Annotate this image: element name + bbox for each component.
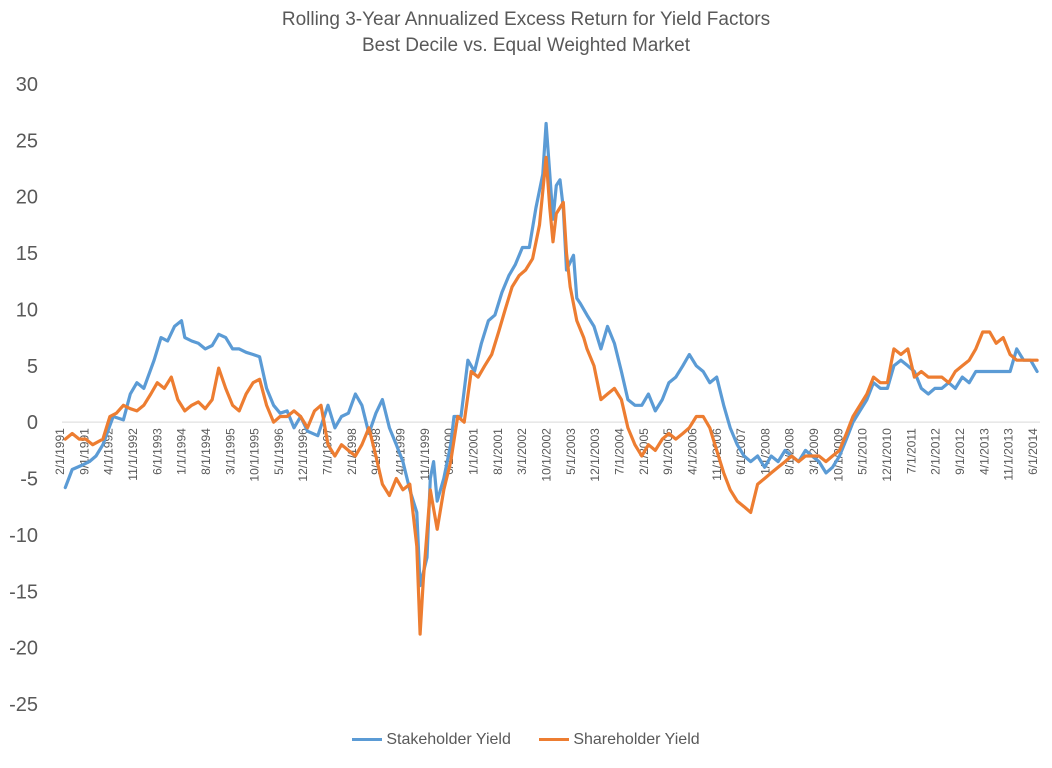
- x-tick-label: 7/1/2004: [612, 428, 626, 475]
- y-tick-label: -15: [9, 581, 38, 603]
- legend-item-stakeholder-yield: Stakeholder Yield: [352, 731, 511, 749]
- chart-title: Rolling 3-Year Annualized Excess Return …: [281, 9, 771, 30]
- legend-label-shareholder: Shareholder Yield: [573, 730, 700, 748]
- x-tick-label: 5/1/1996: [272, 428, 286, 475]
- y-tick-label: -25: [9, 694, 38, 716]
- y-tick-label: 5: [27, 356, 38, 378]
- y-tick-label: -5: [20, 469, 38, 491]
- x-tick-label: 8/1/2008: [783, 428, 797, 475]
- x-tick-label: 3/1/2009: [807, 428, 821, 475]
- x-tick-label: 11/1/2013: [1002, 428, 1016, 481]
- series-line-stakeholder-yield: [63, 121, 1039, 588]
- y-tick-label: 20: [16, 187, 38, 209]
- y-tick-label: 10: [16, 299, 38, 321]
- x-tick-label: 8/1/1994: [199, 428, 213, 475]
- x-tick-label: 10/1/2002: [540, 428, 554, 482]
- y-tick-label: 30: [16, 74, 38, 96]
- x-tick-label: 7/1/2011: [904, 428, 918, 474]
- x-tick-label: 12/1/1996: [296, 428, 310, 482]
- x-tick-label: 3/1/2002: [515, 428, 529, 475]
- x-tick-label: 1/1/2001: [467, 428, 481, 475]
- series-line-shareholder-yield: [63, 155, 1039, 636]
- x-tick-label: 11/1/1992: [126, 428, 140, 481]
- x-tick-label: 11/1/1999: [418, 428, 432, 481]
- x-tick-label: 6/1/2014: [1026, 428, 1040, 475]
- x-tick-label: 2/1/2012: [929, 428, 943, 475]
- legend-swatch-stakeholder: [352, 738, 383, 741]
- x-tick-label: 12/1/2003: [588, 428, 602, 482]
- chart-legend: Stakeholder Yield Shareholder Yield: [0, 728, 1052, 749]
- y-tick-label: 15: [16, 243, 38, 265]
- x-tick-label: 6/1/1993: [150, 428, 164, 475]
- chart-subtitle: Best Decile vs. Equal Weighted Market: [361, 35, 691, 56]
- legend-swatch-shareholder: [539, 738, 570, 741]
- x-tick-label: 9/1/2005: [661, 428, 675, 475]
- y-tick-label: -20: [9, 638, 38, 660]
- x-tick-label: 5/1/2010: [856, 428, 870, 475]
- y-tick-label: 25: [16, 130, 38, 152]
- x-tick-label: 12/1/2010: [880, 428, 894, 482]
- x-tick-label: 8/1/2001: [491, 428, 505, 475]
- x-tick-label: 2/1/1991: [53, 428, 67, 475]
- x-tick-label: 9/1/2012: [953, 428, 967, 475]
- legend-item-shareholder-yield: Shareholder Yield: [539, 730, 700, 749]
- legend-label-stakeholder: Stakeholder Yield: [386, 730, 511, 748]
- x-tick-label: 1/1/1994: [175, 428, 189, 475]
- y-tick-label: -10: [9, 525, 38, 547]
- x-tick-label: 3/1/1995: [223, 428, 237, 475]
- x-tick-label: 10/1/1995: [248, 428, 262, 482]
- x-tick-label: 4/1/2006: [685, 428, 699, 475]
- x-tick-label: 4/1/2013: [977, 428, 991, 475]
- x-tick-label: 7/1/1997: [321, 428, 335, 475]
- x-tick-label: 5/1/2003: [564, 428, 578, 475]
- y-tick-label: 0: [27, 412, 38, 434]
